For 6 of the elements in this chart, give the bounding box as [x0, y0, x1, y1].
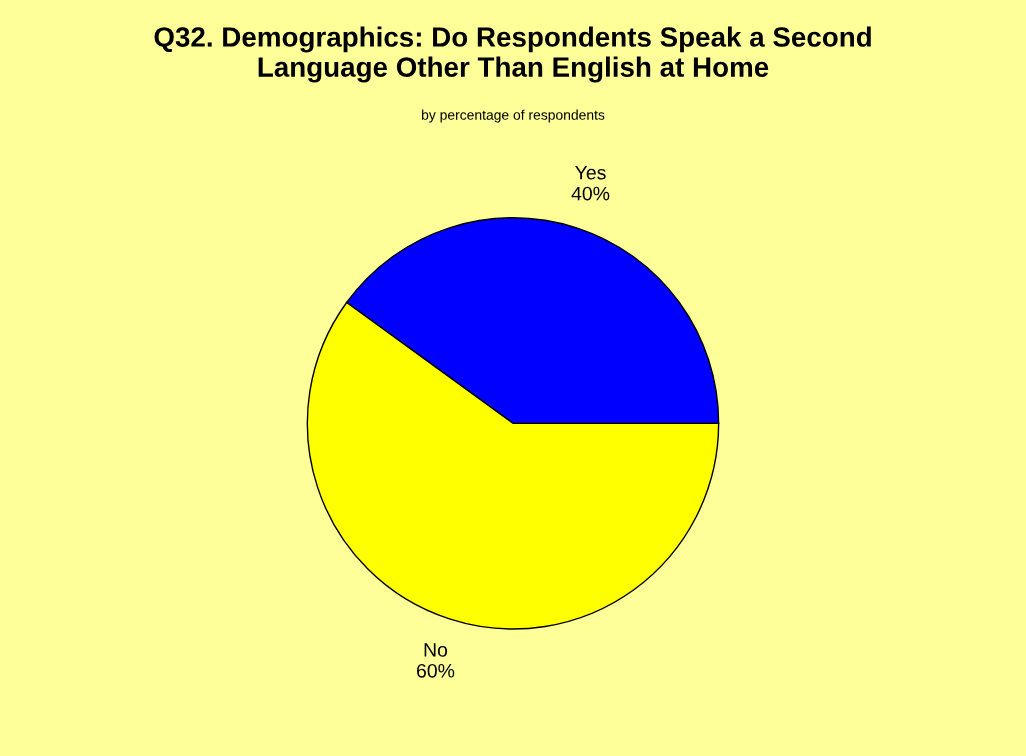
data-label: 60%	[417, 663, 455, 678]
slice-label: Yes	[575, 165, 606, 180]
chart-title: Q32. Demographics: Do Respondents Speak a Second Language Other Than English at Home	[154, 26, 871, 83]
slice-label: No	[424, 643, 448, 657]
data-label: 40%	[571, 186, 610, 201]
chart-subtitle: by percentage of respondents	[422, 109, 605, 123]
